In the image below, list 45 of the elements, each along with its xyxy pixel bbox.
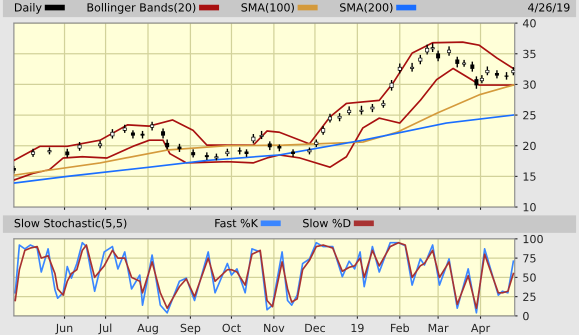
legend-label: Slow %D (303, 218, 350, 228)
y-tick-label: 40 (522, 19, 536, 28)
y-tick-label: 15 (524, 172, 536, 181)
y-tick-label: 10 (524, 203, 536, 212)
legend-label: Bollinger Bands(20) (88, 3, 196, 14)
candlestick (338, 113, 342, 122)
x-tick-label: Feb (391, 324, 410, 332)
x-tick-label: Sep (180, 324, 200, 334)
candlestick (410, 62, 414, 72)
y-tick-label: 25 (523, 292, 536, 302)
x-tick-label: Jul (98, 324, 112, 334)
line-series (14, 41, 514, 162)
y-tick-label: 25 (523, 111, 536, 120)
y-tick-label: 35 (523, 50, 536, 58)
legend-label: SMA(100) (241, 3, 294, 13)
x-tick-label: Apr (470, 324, 490, 334)
x-tick-label: Aug (137, 324, 158, 334)
legend-label: Fast %K (215, 218, 258, 228)
x-tick-label: Oct (222, 324, 241, 332)
line-series (14, 84, 514, 176)
chart-title: Slow Stochastic(5,5) (14, 218, 126, 229)
candlestick (455, 56, 460, 68)
legend-label: SMA(200) (340, 3, 392, 13)
candlestick (436, 50, 440, 62)
y-tick-label: 30 (523, 80, 536, 89)
legend-label: Daily (14, 3, 42, 14)
y-tick-label: 20 (523, 142, 536, 150)
x-tick-label: Dec (305, 324, 326, 332)
candlestick (390, 80, 394, 91)
x-tick-label: Nov (264, 324, 284, 332)
x-tick-label: 19 (352, 324, 364, 332)
text: 4/26/19 (528, 3, 570, 12)
candlestick (204, 152, 209, 160)
y-tick-label: 0 (523, 312, 529, 320)
line-series (14, 114, 514, 184)
line-series (14, 68, 514, 181)
y-tick-label: 50 (523, 273, 536, 282)
x-tick-label: Jun (55, 324, 72, 334)
y-tick-label: 100 (524, 234, 543, 244)
y-tick-label: 75 (523, 254, 536, 262)
candlestick (98, 140, 102, 148)
candlestick (494, 70, 499, 78)
candlestick (260, 130, 264, 140)
candlestick (214, 154, 218, 161)
x-tick-label: Mar (428, 324, 449, 332)
